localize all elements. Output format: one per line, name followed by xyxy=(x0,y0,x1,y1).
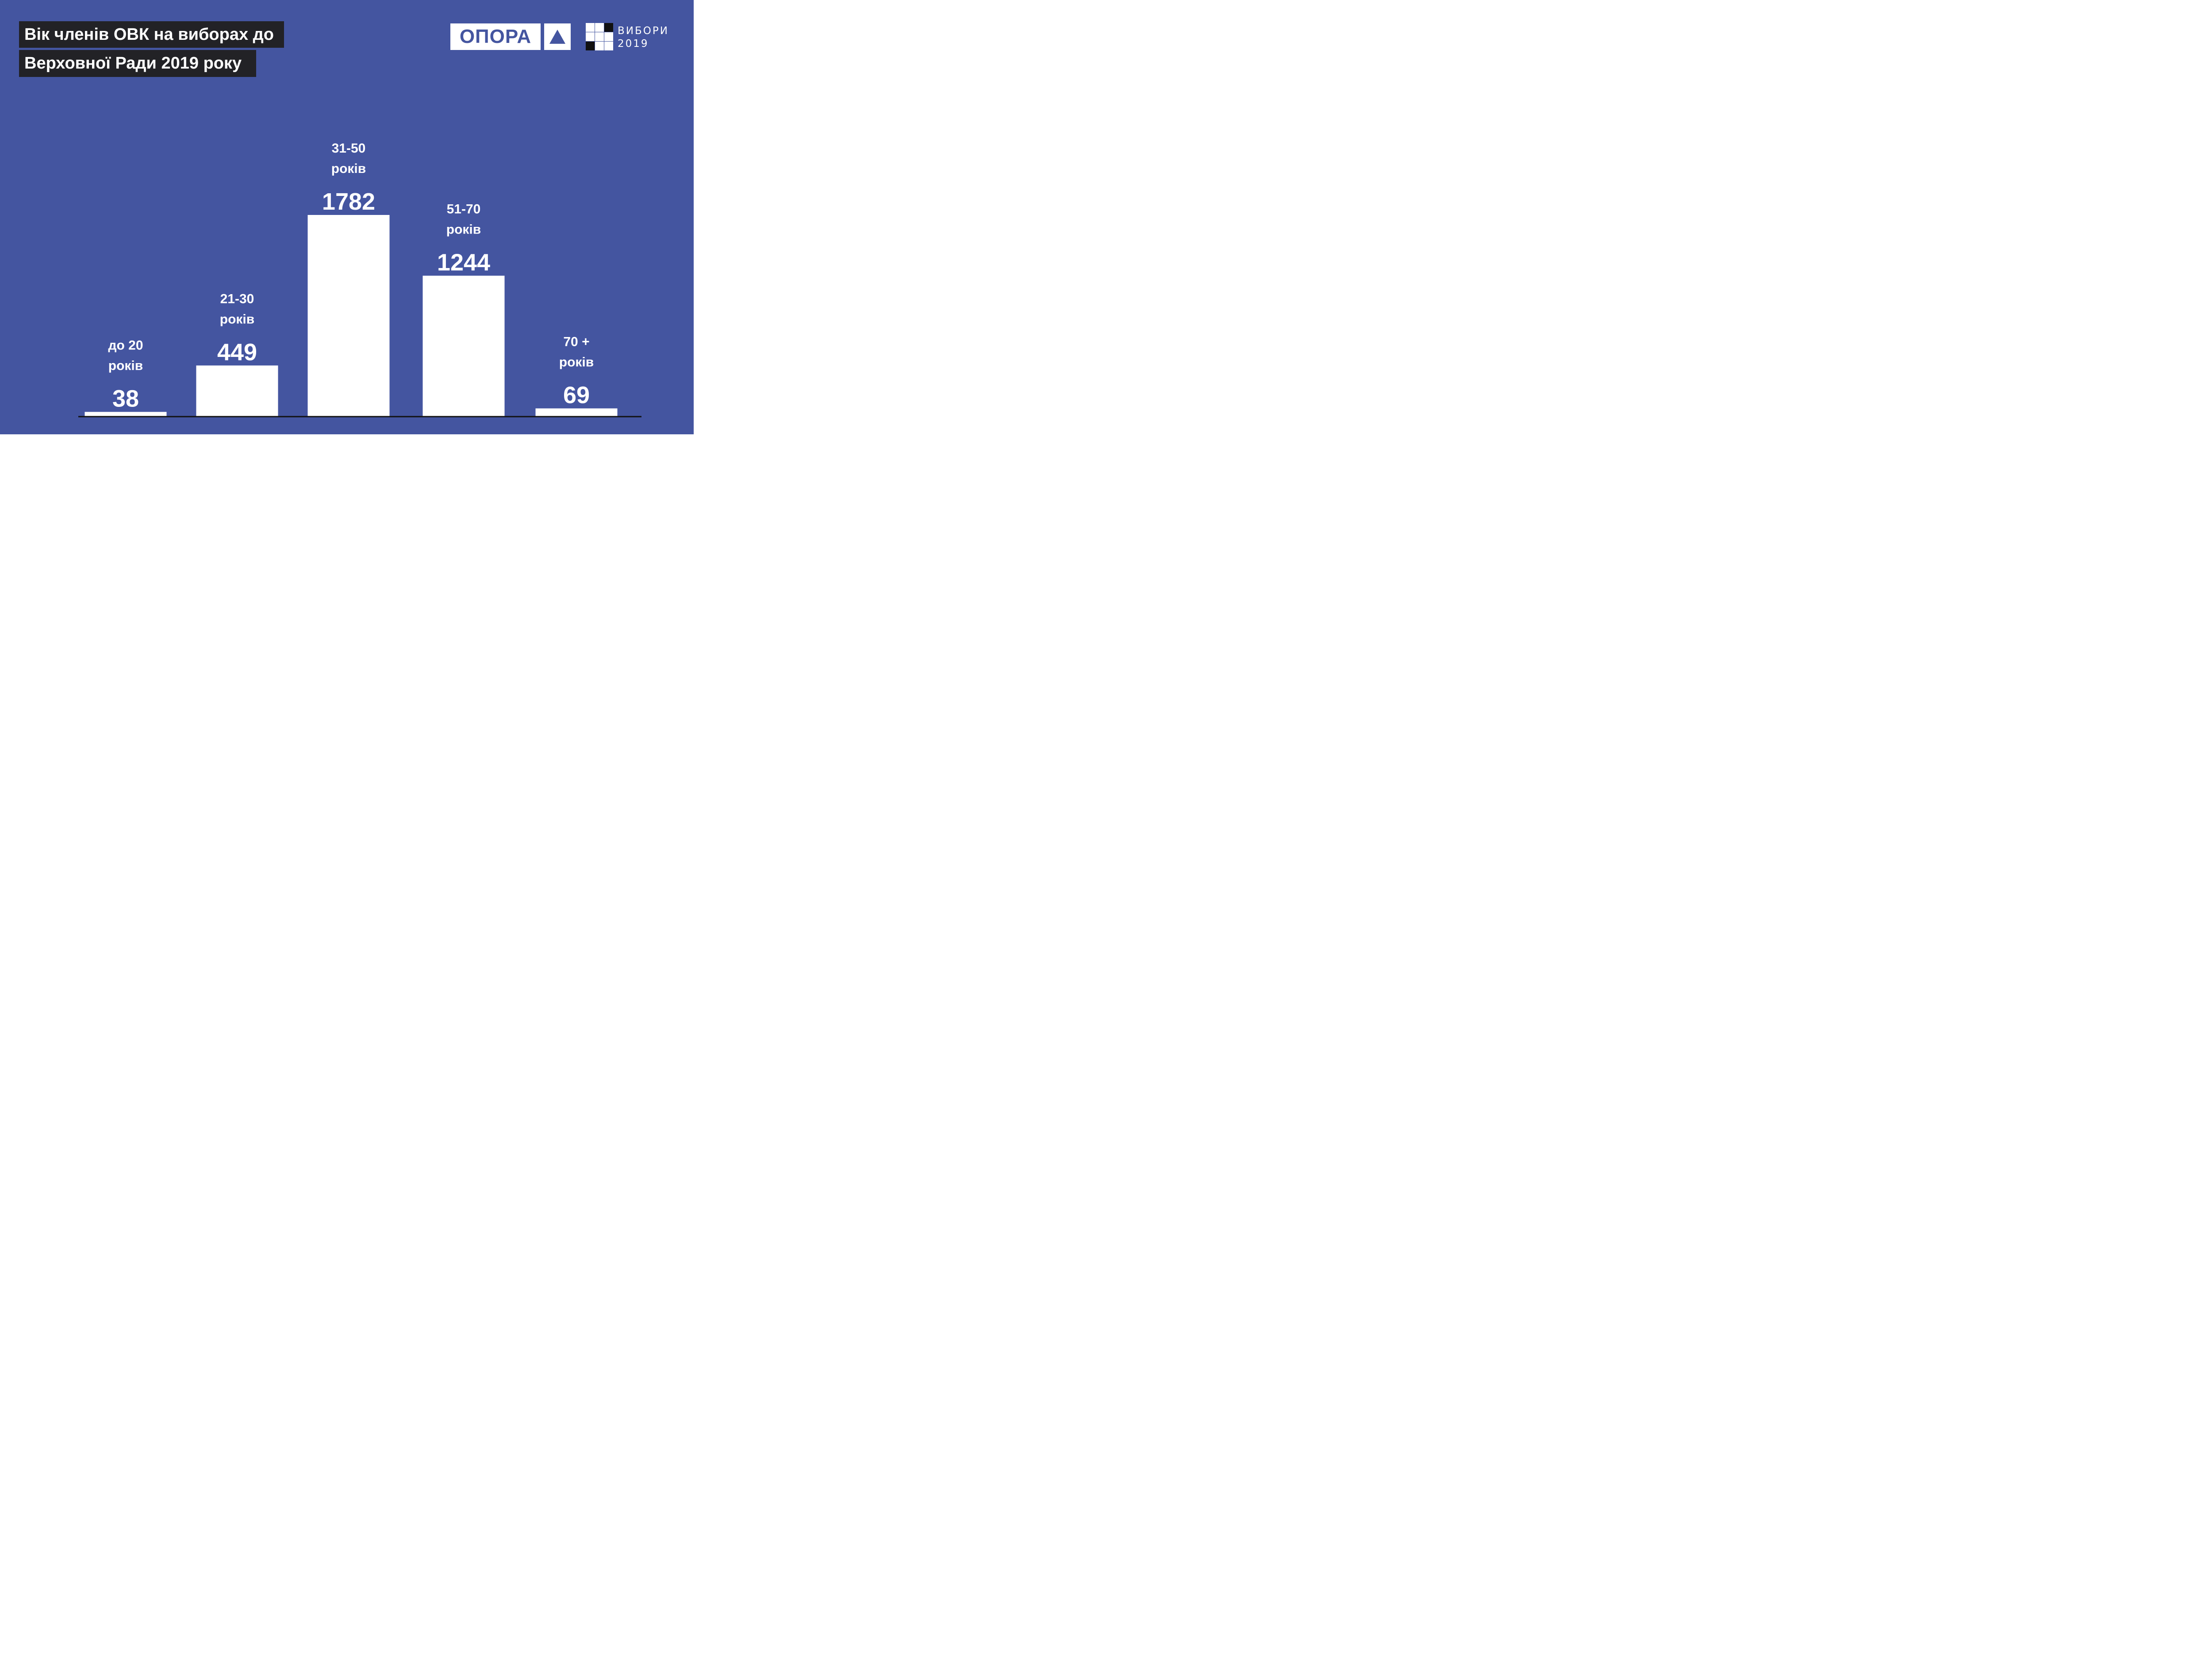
category-label-5-line-1: 70 + xyxy=(563,334,589,349)
category-label-4-line-2: років xyxy=(446,222,481,237)
category-label-2-line-1: 21-30 xyxy=(220,291,254,306)
category-label-1-line-2: років xyxy=(108,358,143,373)
chart-title-line-2: Верховної Ради 2019 року xyxy=(19,50,256,77)
vybory-2019-logo: ВИБОРИ 2019 xyxy=(586,23,674,50)
bar-value-label-1: 38 xyxy=(112,385,139,412)
bar-value-label-3: 1782 xyxy=(322,188,375,215)
category-label-3-line-1: 31-50 xyxy=(332,141,366,156)
triangle-icon xyxy=(544,23,571,50)
bars-layer xyxy=(84,215,618,416)
bar-value-label-5: 69 xyxy=(563,382,590,408)
vybory-logo-text: ВИБОРИ 2019 xyxy=(618,25,669,50)
opora-logo-text: ОПОРА xyxy=(450,23,541,50)
chart-title-line-1: Вік членів ОВК на виборах до xyxy=(19,21,284,48)
bar-5 xyxy=(535,408,618,416)
bar-1 xyxy=(84,412,167,416)
grid-logo-icon xyxy=(586,23,613,50)
bar-4 xyxy=(422,276,505,416)
category-label-2-line-2: років xyxy=(220,312,254,326)
vybory-logo-line-1: ВИБОРИ xyxy=(618,25,669,37)
vybory-logo-line-2: 2019 xyxy=(618,38,649,50)
bar-value-label-4: 1244 xyxy=(437,249,490,276)
bar-value-label-2: 449 xyxy=(217,339,257,365)
bar-2 xyxy=(196,365,278,416)
category-label-4-line-1: 51-70 xyxy=(447,202,481,216)
labels-layer: 38 до 20 років 449 21-30 років 1782 31-50 років 1… xyxy=(108,141,594,412)
bar-3 xyxy=(307,215,390,416)
category-label-3-line-2: років xyxy=(331,161,366,176)
bar-chart: 38 до 20 років 449 21-30 років 1782 31-50 років 1… xyxy=(78,141,641,418)
opora-logo: ОПОРА xyxy=(450,23,571,50)
chart-canvas: Вік членів ОВК на виборах до Верховної Р… xyxy=(0,0,694,434)
category-label-5-line-2: років xyxy=(559,355,594,369)
category-label-1-line-1: до 20 xyxy=(108,338,143,352)
